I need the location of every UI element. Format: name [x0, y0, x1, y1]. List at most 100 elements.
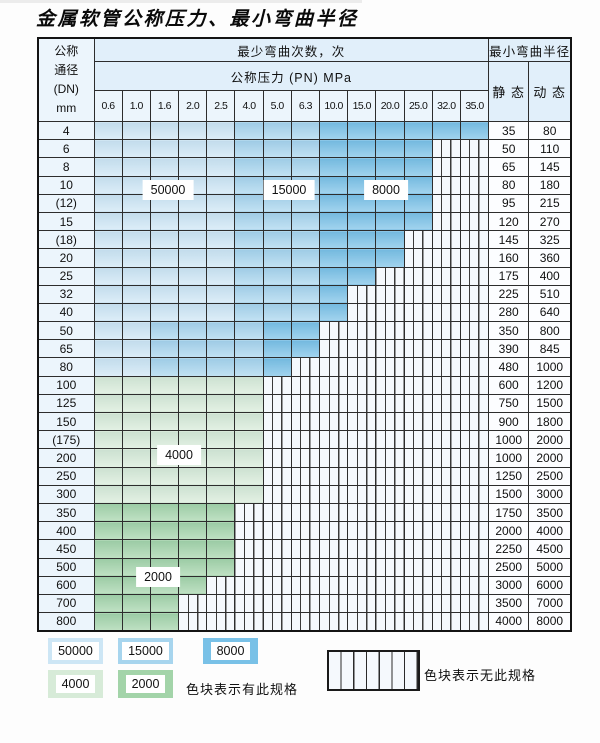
pressure-tick: 6.3 — [290, 90, 321, 122]
spec-cell — [206, 248, 236, 268]
no-spec-cell — [347, 339, 377, 359]
dynamic-value-cell: 80 — [528, 120, 572, 141]
no-spec-cell — [403, 357, 433, 377]
dynamic-value-cell: 180 — [528, 175, 572, 195]
dn-cell: 150 — [37, 411, 95, 432]
static-value-cell: 3500 — [488, 593, 530, 614]
legend-block-label: 4000 — [55, 675, 96, 693]
spec-cell — [149, 502, 180, 523]
pressure-tick: 10.0 — [318, 90, 349, 122]
region-label-50000: 50000 — [142, 180, 194, 200]
no-spec-cell — [347, 484, 377, 504]
no-spec-cell — [375, 375, 405, 395]
spec-cell — [234, 120, 264, 141]
static-value-cell: 750 — [488, 393, 530, 414]
no-spec-cell — [290, 411, 321, 432]
dn-cell: 32 — [37, 284, 95, 304]
spec-cell — [206, 230, 236, 250]
no-spec-cell — [318, 539, 349, 559]
dn-cell: 4 — [37, 120, 95, 141]
no-spec-cell — [431, 357, 461, 377]
spec-cell — [93, 357, 123, 377]
spec-cell — [262, 157, 292, 177]
spec-cell — [178, 393, 208, 414]
dynamic-value-cell: 1800 — [528, 411, 572, 432]
table-row: 450 2250 4500 — [37, 539, 572, 559]
dn-cell: 450 — [37, 539, 95, 559]
no-spec-cell — [375, 612, 405, 632]
spec-table: 公称 通径 (DN) mm 最少弯曲次数，次 最小弯曲半径 公称压力 (PN) … — [37, 37, 573, 632]
dynamic-value-cell: 6000 — [528, 575, 572, 595]
no-spec-cell — [459, 612, 490, 632]
spec-cell — [234, 139, 264, 159]
pressure-tick-row: 0.6 1.0 1.6 2.0 2.5 4.0 5.0 6.3 10.0 15.0 20.0 25.0… — [38, 90, 571, 122]
spec-cell — [403, 211, 433, 232]
spec-cell — [290, 248, 321, 268]
bend-cycles-header: 最少弯曲次数，次 — [93, 37, 490, 62]
dynamic-value-cell: 270 — [528, 211, 572, 232]
spec-cell — [149, 230, 180, 250]
no-spec-cell — [347, 284, 377, 304]
spec-cell — [262, 284, 292, 304]
spec-cell — [121, 230, 151, 250]
spec-cell — [178, 302, 208, 323]
static-value-cell: 1000 — [488, 448, 530, 468]
dn-cell: 80 — [37, 357, 95, 377]
pressure-tick: 32.0 — [431, 90, 461, 122]
no-spec-cell — [178, 593, 208, 614]
spec-cell — [93, 230, 123, 250]
dn-cell: 50 — [37, 321, 95, 341]
table-row: 15 120 270 — [37, 211, 572, 232]
region-label-15000: 15000 — [263, 180, 315, 200]
dn-cell: 125 — [37, 393, 95, 414]
dynamic-value-cell: 5000 — [528, 557, 572, 577]
spec-cell — [206, 466, 236, 486]
spec-cell — [206, 120, 236, 141]
spec-cell — [347, 248, 377, 268]
dn-header-line: (DN) — [53, 82, 79, 96]
dn-cell: 6 — [37, 139, 95, 159]
spec-cell — [375, 120, 405, 141]
spec-cell — [431, 120, 461, 141]
spec-cell — [93, 393, 123, 414]
table-row: 400 2000 4000 — [37, 521, 572, 541]
spec-cell — [318, 266, 349, 286]
no-spec-cell — [459, 193, 490, 213]
spec-cell — [178, 248, 208, 268]
spec-cell — [178, 339, 208, 359]
spec-cell — [206, 502, 236, 523]
no-spec-cell — [431, 284, 461, 304]
no-spec-cell — [431, 175, 461, 195]
spec-cell — [318, 139, 349, 159]
no-spec-cell — [459, 230, 490, 250]
pressure-tick: 35.0 — [459, 90, 490, 122]
spec-cell — [318, 175, 349, 195]
no-spec-cell — [403, 266, 433, 286]
static-value-cell: 95 — [488, 193, 530, 213]
spec-cell — [149, 211, 180, 232]
spec-cell — [93, 248, 123, 268]
static-value-cell: 600 — [488, 375, 530, 395]
no-spec-cell — [347, 593, 377, 614]
page-title: 金属软管公称压力、最小弯曲半径 — [36, 8, 359, 30]
pressure-tick: 0.6 — [93, 90, 123, 122]
no-spec-cell — [403, 448, 433, 468]
spec-cell — [93, 502, 123, 523]
no-spec-cell — [347, 521, 377, 541]
spec-cell — [178, 575, 208, 595]
no-spec-cell — [403, 284, 433, 304]
no-spec-cell — [375, 430, 405, 450]
spec-cell — [121, 120, 151, 141]
no-spec-cell — [347, 375, 377, 395]
spec-cell — [290, 157, 321, 177]
spec-cell — [206, 484, 236, 504]
static-value-cell: 35 — [488, 120, 530, 141]
spec-cell — [234, 230, 264, 250]
no-spec-cell — [347, 502, 377, 523]
spec-cell — [459, 120, 490, 141]
spec-cell — [121, 521, 151, 541]
spec-cell — [178, 230, 208, 250]
spec-cell — [206, 157, 236, 177]
no-spec-cell — [290, 557, 321, 577]
no-spec-cell — [403, 484, 433, 504]
